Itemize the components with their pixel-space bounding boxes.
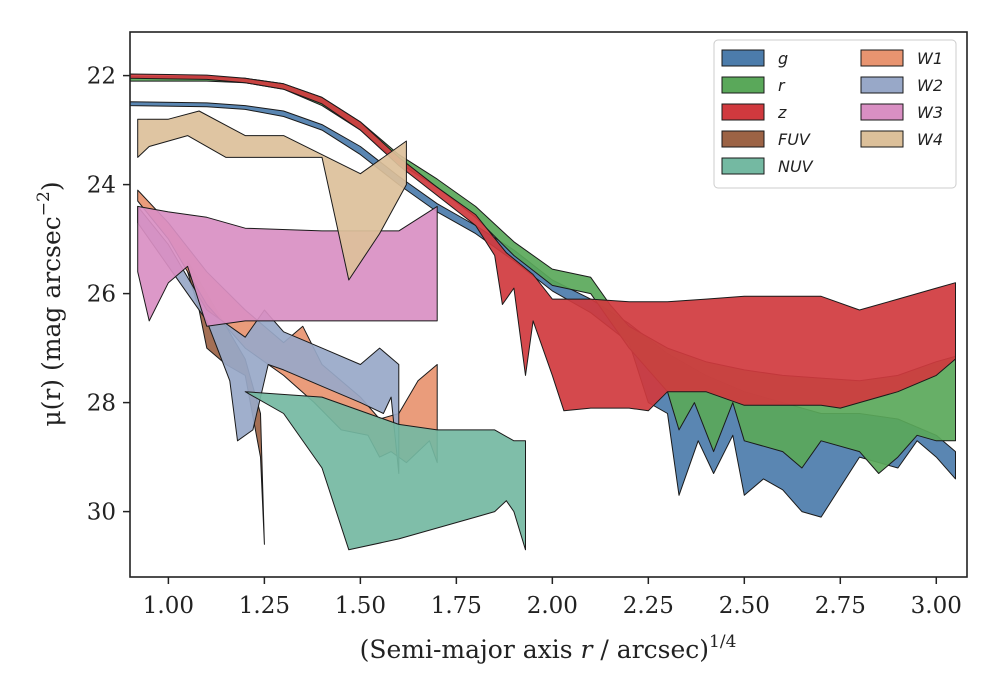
y-axis-label-exponent: −2 xyxy=(34,191,54,216)
x-tick-label: 1.50 xyxy=(335,593,386,619)
legend-label-g: g xyxy=(778,49,788,68)
plot-frame xyxy=(129,31,968,578)
band-w4 xyxy=(137,110,407,281)
legend-swatch-z xyxy=(721,103,765,121)
y-tick-label: 26 xyxy=(87,282,116,308)
x-axis-label-text: (Semi-major axis xyxy=(360,635,581,664)
x-axis: 1.00 1.25 1.50 1.75 2.00 2.25 2.50 2.75 3.00 xyxy=(143,577,962,619)
band-z xyxy=(130,73,956,412)
legend-label-z: z xyxy=(777,103,787,122)
legend-swatch-nuv xyxy=(721,157,765,175)
x-axis-label: (Semi-major axis r / arcsec)1/4 xyxy=(360,632,737,664)
legend-swatch-g xyxy=(721,49,765,67)
y-tick-label: 28 xyxy=(87,391,116,417)
band-nuv xyxy=(244,391,526,551)
legend: grz FUV NUV W1 W2 W3 W4 xyxy=(713,39,957,189)
legend-swatch-w4 xyxy=(860,130,904,148)
legend-label-w3: W3 xyxy=(917,103,943,122)
legend-swatch-w2 xyxy=(860,76,904,94)
y-tick-label: 24 xyxy=(87,173,116,199)
x-tick-label: 2.75 xyxy=(815,593,866,619)
legend-label-w4: W4 xyxy=(917,130,943,149)
legend-label-nuv: NUV xyxy=(778,157,814,176)
x-axis-label-variable: r xyxy=(581,635,595,664)
x-tick-label: 2.25 xyxy=(623,593,674,619)
legend-swatch-w3 xyxy=(860,103,904,121)
series-layer xyxy=(130,73,956,551)
x-axis-label-exponent: 1/4 xyxy=(709,632,736,652)
y-axis-label-text: μ(r) (mag arcsec xyxy=(37,216,66,426)
y-tick-label: 22 xyxy=(87,64,116,90)
legend-swatch-w1 xyxy=(860,49,904,67)
x-tick-label: 2.50 xyxy=(719,593,770,619)
legend-entries: grz FUV NUV W1 W2 W3 W4 xyxy=(721,49,943,176)
legend-swatch-fuv xyxy=(721,130,765,148)
x-axis-label-unit: / arcsec) xyxy=(592,635,709,664)
y-tick-label: 30 xyxy=(87,500,116,526)
y-axis-label: μ(r) (mag arcsec−2) xyxy=(34,181,66,426)
y-axis-label-close: ) xyxy=(37,181,66,191)
x-tick-label: 1.75 xyxy=(431,593,482,619)
x-tick-label: 1.25 xyxy=(239,593,290,619)
legend-label-w2: W2 xyxy=(917,76,943,95)
y-axis: 22 24 26 28 30 xyxy=(87,64,130,526)
legend-label-w1: W1 xyxy=(917,49,943,68)
legend-label-fuv: FUV xyxy=(778,130,811,149)
x-tick-label: 3.00 xyxy=(911,593,962,619)
x-tick-label: 2.00 xyxy=(527,593,578,619)
legend-swatch-r xyxy=(721,76,765,94)
legend-label-r: r xyxy=(778,76,786,95)
x-tick-label: 1.00 xyxy=(143,593,194,619)
